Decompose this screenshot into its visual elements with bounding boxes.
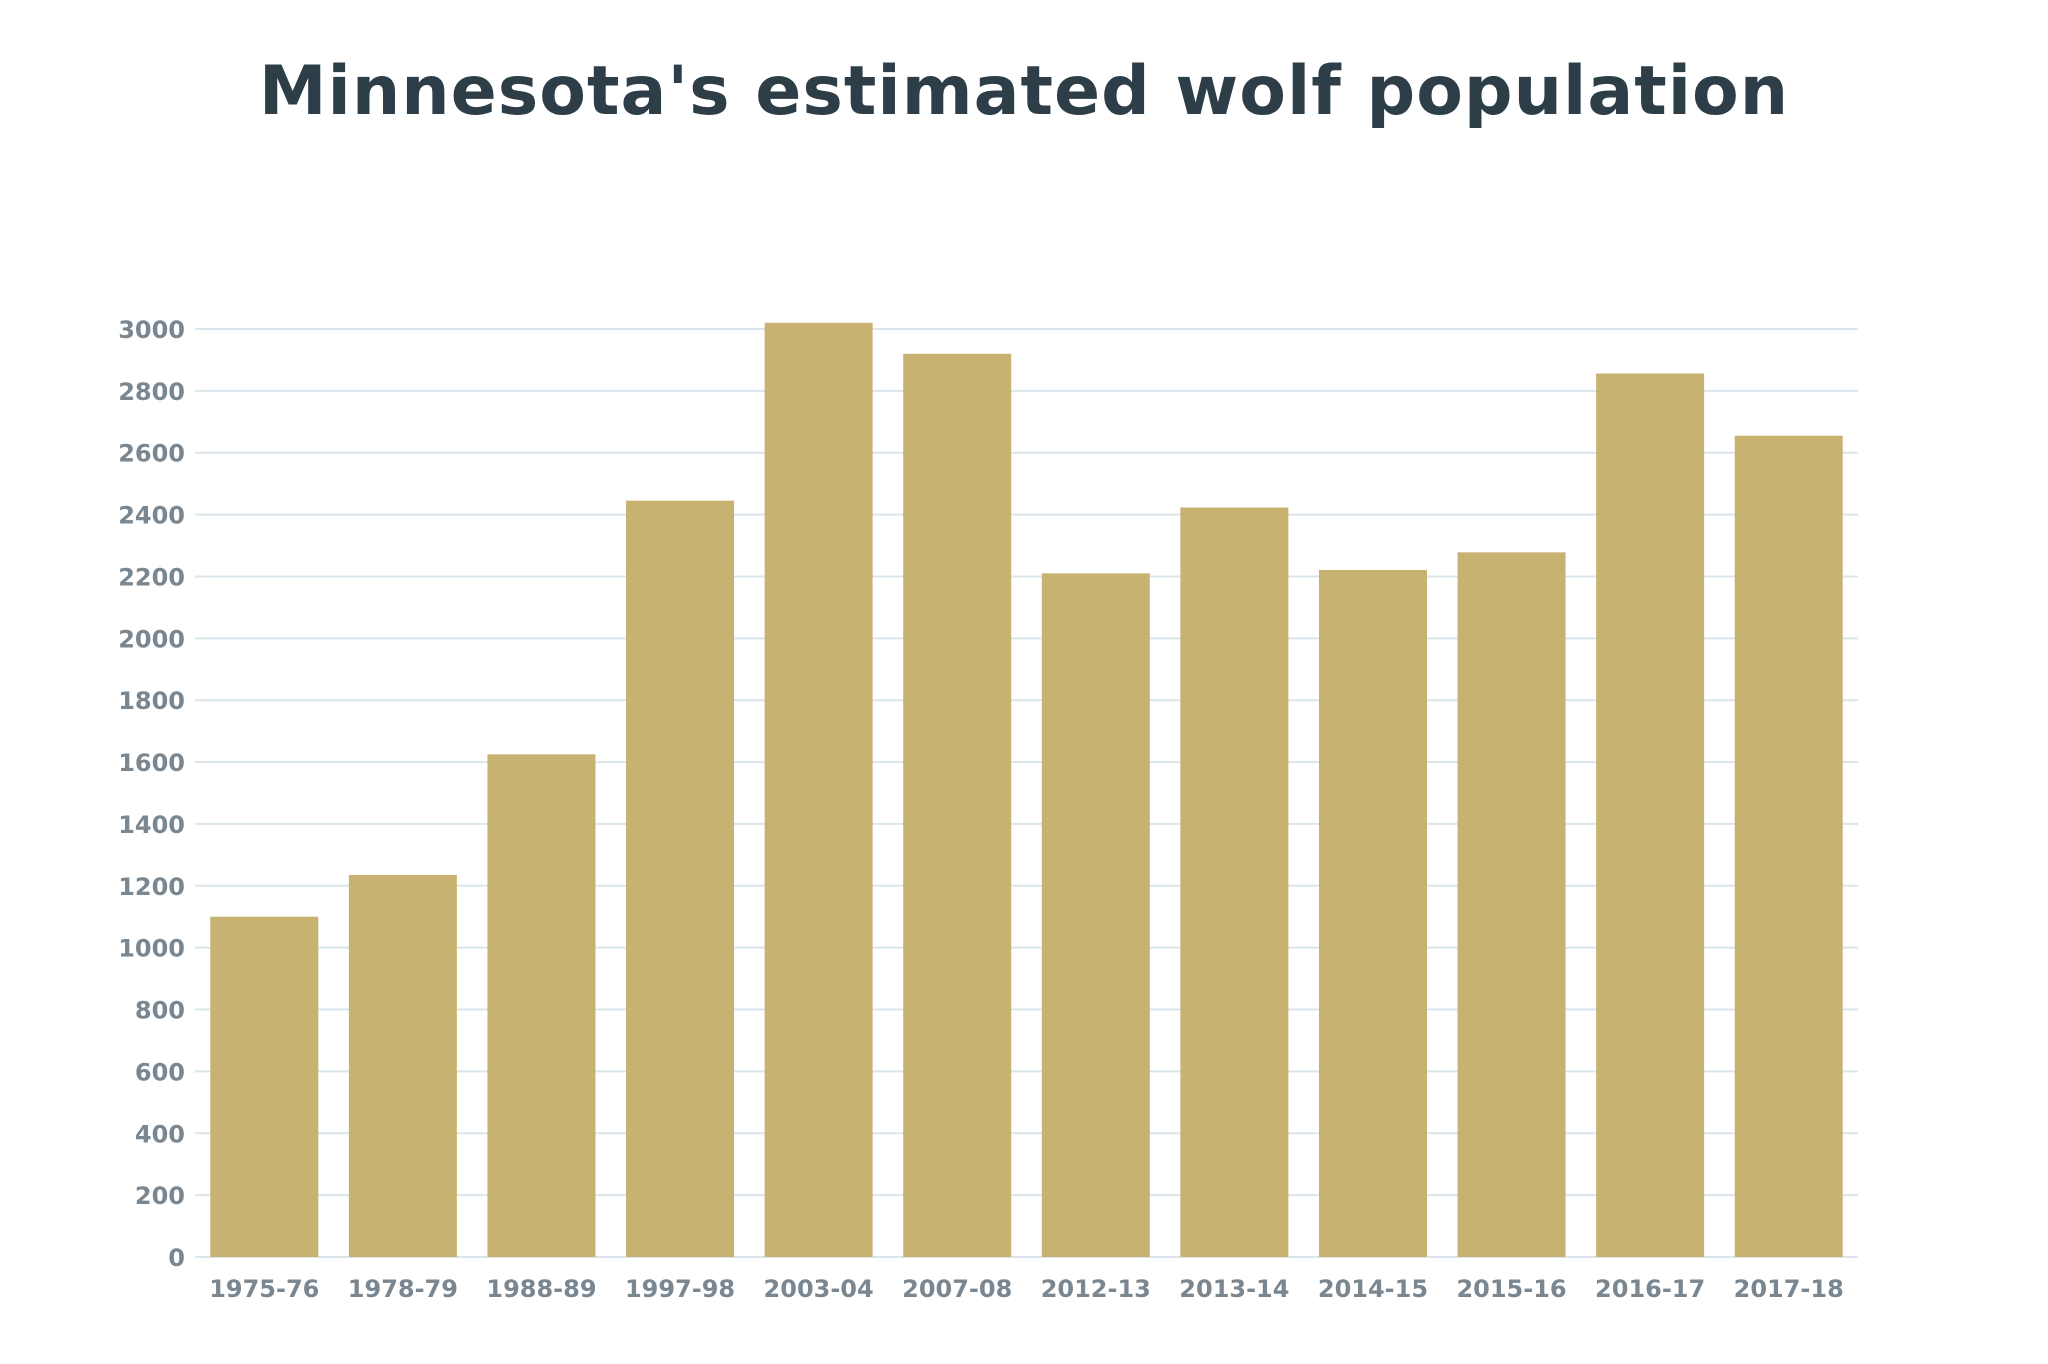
bar-2007-08 (903, 353, 1012, 1257)
bar-2017-18 (1734, 435, 1843, 1258)
bar-1978-79 (348, 874, 457, 1257)
bars (210, 322, 1843, 1258)
y-tick-label: 1600 (118, 749, 185, 777)
bar-1997-98 (626, 500, 735, 1257)
gridlines (195, 328, 1858, 1258)
bar-2015-16 (1457, 552, 1566, 1257)
y-tick-label: 2400 (118, 502, 185, 530)
bar-2016-17 (1596, 373, 1705, 1257)
bar-1975-76 (210, 916, 319, 1257)
y-axis-tick-labels: 0 200 400 600 800 1000 1200 1400 1600 1800 2000 220… (118, 316, 185, 1272)
bar-2013-14 (1180, 507, 1289, 1257)
bar-2014-15 (1318, 569, 1427, 1257)
x-tick-label: 1988-89 (486, 1275, 596, 1303)
x-axis-tick-labels: 1975-76 1978-79 1988-89 1997-98 2003-04 2007-… (209, 1275, 1844, 1303)
x-tick-label: 2014-15 (1318, 1275, 1428, 1303)
x-tick-label: 1997-98 (625, 1275, 735, 1303)
bar-2003-04 (764, 322, 873, 1257)
x-tick-label: 2015-16 (1456, 1275, 1566, 1303)
x-tick-label: 2012-13 (1041, 1275, 1151, 1303)
x-tick-label: 2007-08 (902, 1275, 1012, 1303)
y-tick-label: 2800 (118, 378, 185, 406)
y-tick-label: 2600 (118, 440, 185, 468)
y-tick-label: 1200 (118, 873, 185, 901)
x-tick-label: 1975-76 (209, 1275, 319, 1303)
y-tick-label: 2200 (118, 563, 185, 591)
y-tick-label: 1000 (118, 935, 185, 963)
y-tick-label: 3000 (118, 316, 185, 344)
bar-2012-13 (1041, 573, 1150, 1257)
y-tick-label: 0 (168, 1244, 185, 1272)
x-tick-label: 2016-17 (1595, 1275, 1705, 1303)
chart-title: Minnesota's estimated wolf population (258, 52, 1790, 131)
y-tick-label: 200 (135, 1182, 185, 1210)
x-tick-label: 2003-04 (764, 1275, 874, 1303)
y-tick-label: 1800 (118, 687, 185, 715)
x-tick-label: 2013-14 (1179, 1275, 1289, 1303)
y-tick-label: 800 (135, 997, 185, 1025)
x-tick-label: 1978-79 (348, 1275, 458, 1303)
x-tick-label: 2017-18 (1734, 1275, 1844, 1303)
bar-1988-89 (487, 754, 596, 1257)
y-tick-label: 2000 (118, 625, 185, 653)
y-tick-label: 600 (135, 1058, 185, 1086)
y-tick-label: 1400 (118, 811, 185, 839)
y-tick-label: 400 (135, 1120, 185, 1148)
